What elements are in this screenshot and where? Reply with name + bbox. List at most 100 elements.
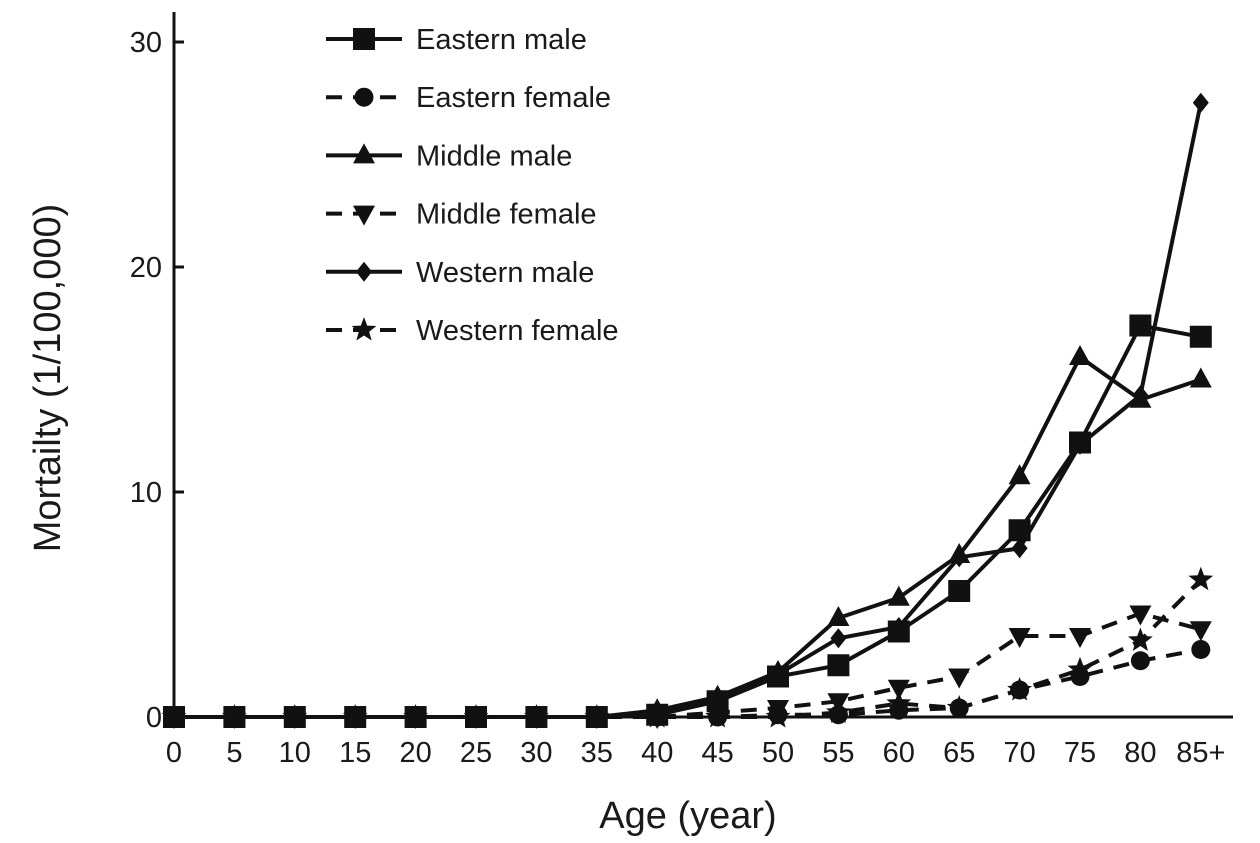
legend-marker-western-male [356, 261, 372, 282]
legend-entry-eastern-female: Eastern female [326, 82, 611, 114]
data-point-western-female-10 [282, 704, 308, 728]
legend-marker-eastern-male [353, 28, 375, 50]
data-point-middle-female-70 [1008, 628, 1031, 648]
data-point-western-male-80 [1132, 385, 1149, 406]
x-tick-label-45: 45 [701, 737, 733, 769]
legend-label-eastern-male: Eastern male [416, 24, 587, 56]
data-point-middle-male-85 [1189, 367, 1212, 388]
legend-swatch-western-female [326, 317, 402, 341]
legend-label-western-female: Western female [416, 315, 619, 347]
series-line-western-male [174, 102, 1203, 719]
data-point-western-female-65 [946, 695, 972, 719]
legend-marker-middle-male [353, 143, 375, 164]
legend-label-eastern-female: Eastern female [416, 82, 611, 114]
legend-swatch-middle-female [326, 205, 402, 226]
data-point-western-male-70 [1011, 538, 1028, 559]
data-point-western-female-0 [161, 704, 187, 728]
series-middle-female [163, 605, 1212, 729]
legend-entry-middle-female: Middle female [326, 199, 597, 231]
x-tick-label-70: 70 [1003, 737, 1035, 769]
legend-marker-middle-female [353, 205, 375, 226]
data-point-western-male-85 [1192, 92, 1209, 113]
data-point-middle-male-70 [1008, 464, 1031, 485]
legend-entry-western-male: Western male [326, 257, 594, 289]
data-point-western-female-45 [705, 704, 730, 728]
series-line-eastern-male [174, 323, 1202, 719]
legend-entry-western-female: Western female [326, 315, 619, 347]
legend-marker-western-female [351, 317, 377, 341]
series-middle-male [163, 345, 1212, 725]
x-tick-label-55: 55 [822, 737, 854, 769]
y-tick-label-30: 30 [130, 27, 162, 59]
data-point-western-female-30 [524, 704, 549, 728]
y-tick-label-20: 20 [130, 252, 162, 284]
data-point-eastern-male-80 [1129, 314, 1152, 337]
data-point-middle-female-80 [1129, 605, 1152, 626]
data-point-eastern-female-85 [1191, 640, 1211, 659]
series-western-female [161, 566, 1214, 728]
legend-swatch-eastern-male [326, 28, 402, 50]
data-point-middle-female-75 [1069, 628, 1091, 648]
data-point-eastern-male-85 [1189, 325, 1212, 348]
series-line-middle-male [174, 355, 1202, 719]
data-point-western-female-85 [1188, 566, 1214, 591]
y-tick-label-0: 0 [146, 702, 162, 734]
data-point-western-female-50 [765, 704, 791, 728]
data-point-western-female-35 [584, 704, 610, 728]
x-tick-label-85: 85+ [1176, 737, 1225, 769]
legend-label-middle-female: Middle female [416, 199, 597, 231]
axes: 0 10 20 30 0 5 10 15 20 25 30 35 40 45 50 55 60 65 70 75 80 8… [130, 12, 1233, 769]
data-point-middle-male-60 [887, 585, 910, 606]
x-tick-label-80: 80 [1124, 737, 1156, 769]
x-tick-label-50: 50 [762, 737, 794, 769]
x-tick-label-60: 60 [883, 737, 915, 769]
y-tick-label-10: 10 [130, 477, 162, 509]
data-point-western-female-40 [644, 704, 670, 728]
data-point-middle-male-75 [1069, 345, 1091, 365]
data-point-western-male-75 [1072, 434, 1088, 455]
legend: Eastern male Eastern female Middle male … [326, 24, 619, 347]
y-axis-title: Mortailty (1/100,000) [27, 204, 69, 553]
x-tick-label-15: 15 [339, 737, 371, 769]
data-point-western-male-45 [709, 689, 726, 709]
x-axis-title: Age (year) [599, 795, 776, 837]
data-point-eastern-male-55 [827, 654, 850, 677]
series-line-western-female [174, 578, 1203, 719]
data-point-western-male-50 [770, 664, 786, 685]
data-point-western-male-65 [951, 547, 968, 568]
data-point-western-female-5 [222, 704, 247, 728]
data-point-western-female-60 [886, 690, 912, 714]
data-point-middle-female-60 [887, 679, 910, 700]
legend-swatch-western-male [326, 261, 402, 282]
series-line-middle-female [174, 611, 1202, 719]
data-point-middle-male-55 [827, 606, 850, 626]
x-tick-label-35: 35 [581, 737, 613, 769]
series-eastern-male [163, 314, 1212, 728]
x-tick-label-75: 75 [1064, 737, 1096, 769]
x-tick-label-20: 20 [399, 737, 431, 769]
x-tick-label-0: 0 [166, 737, 182, 769]
data-point-eastern-male-65 [948, 580, 971, 602]
legend-swatch-eastern-female [326, 87, 402, 107]
legend-entry-middle-male: Middle male [326, 140, 572, 172]
data-point-western-female-25 [463, 704, 489, 728]
data-point-western-female-15 [342, 704, 368, 728]
legend-label-western-male: Western male [416, 257, 594, 289]
data-point-western-female-80 [1128, 627, 1153, 651]
data-point-western-female-20 [403, 704, 428, 728]
data-point-eastern-female-80 [1130, 651, 1150, 671]
x-tick-label-5: 5 [226, 737, 242, 769]
data-point-western-female-70 [1007, 677, 1032, 701]
data-point-middle-female-65 [948, 668, 971, 689]
legend-entry-eastern-male: Eastern male [326, 24, 587, 56]
data-point-middle-female-85 [1189, 621, 1212, 642]
data-point-western-female-75 [1067, 656, 1093, 681]
x-tick-label-65: 65 [943, 737, 975, 769]
data-point-western-male-60 [890, 617, 907, 637]
data-point-western-male-55 [830, 628, 847, 649]
data-point-western-female-55 [826, 699, 851, 723]
x-tick-label-25: 25 [460, 737, 492, 769]
x-tick-label-10: 10 [279, 737, 311, 769]
legend-marker-eastern-female [354, 87, 374, 107]
